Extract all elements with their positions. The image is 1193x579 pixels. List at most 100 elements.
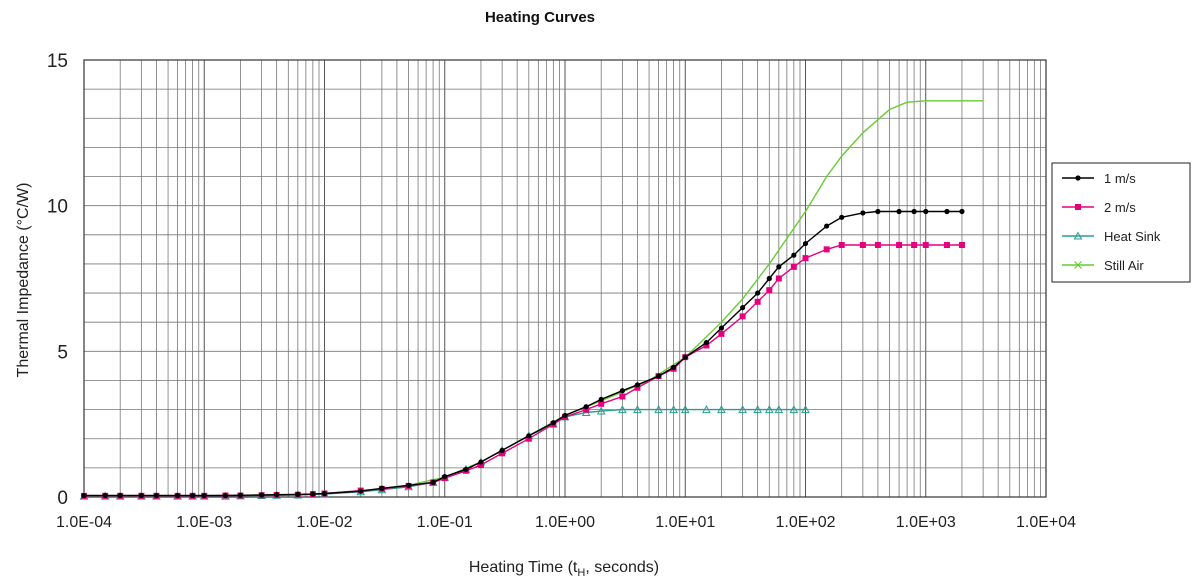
x-tick-label: 1.0E+00 (535, 514, 595, 531)
legend-item-heat-sink: Heat Sink (1062, 229, 1161, 244)
data-point (259, 492, 265, 498)
y-axis-label: Thermal Impedance (°C/W) (15, 183, 32, 378)
data-point (669, 405, 678, 414)
data-point (753, 405, 762, 414)
data-point (81, 492, 87, 499)
data-point (619, 393, 626, 400)
data-point (802, 240, 809, 247)
legend-label: 2 m/s (1104, 200, 1136, 215)
data-point (774, 405, 784, 414)
data-point (477, 461, 484, 468)
y-tick-label: 10 (47, 197, 68, 218)
x-axis-label: Heating Time (tH, seconds) (469, 559, 659, 579)
data-point (598, 400, 605, 407)
x-tick-label: 1.0E-02 (296, 514, 352, 531)
data-point (153, 492, 159, 499)
x-tick-label: 1.0E+02 (775, 514, 835, 531)
data-point (670, 364, 677, 370)
y-tick-label: 15 (47, 51, 68, 72)
data-point (874, 241, 881, 248)
data-point (634, 382, 640, 388)
data-point (911, 208, 917, 215)
data-point (596, 406, 606, 415)
data-point (583, 406, 590, 413)
data-point (430, 479, 436, 486)
data-point (776, 264, 782, 270)
data-point (839, 214, 845, 220)
data-point (717, 405, 726, 414)
x-axis-label-main: Heating Time (t (469, 559, 578, 576)
y-tick-label: 5 (57, 342, 68, 363)
legend-marker (1074, 261, 1082, 269)
data-point (618, 405, 627, 414)
data-point (654, 405, 663, 414)
legend-item-1-m-s: 1 m/s (1062, 171, 1136, 186)
data-point (823, 246, 830, 253)
data-point (944, 208, 950, 215)
data-point (875, 208, 881, 215)
data-point (896, 208, 902, 215)
data-point (310, 491, 316, 497)
data-point (718, 330, 725, 337)
legend: 1 m/s 2 m/s Heat Sink Still Air (1051, 162, 1191, 283)
data-point (526, 433, 532, 439)
data-point (102, 492, 108, 499)
data-point (923, 208, 929, 215)
data-point (405, 482, 412, 488)
x-tick-label: 1.0E+03 (896, 514, 956, 531)
data-point (634, 384, 641, 391)
x-axis-label-subscript: H (577, 567, 585, 579)
x-axis-ticks: 1.0E-04 1.0E-03 1.0E-02 1.0E-01 1.0E+00 1.0E+… (56, 514, 1076, 531)
data-point (791, 252, 797, 258)
x-tick-label: 1.0E-03 (176, 514, 232, 531)
x-tick-label: 1.0E+04 (1016, 514, 1076, 531)
data-point (740, 305, 746, 311)
data-point (859, 241, 866, 248)
data-point (655, 373, 662, 379)
data-point (789, 405, 799, 414)
data-point (499, 447, 505, 453)
data-point (598, 396, 604, 403)
legend-label: Still Air (1104, 258, 1144, 273)
series-1-m-s (81, 208, 965, 499)
data-point (499, 450, 506, 457)
data-point (959, 208, 965, 215)
data-point (525, 435, 532, 442)
data-point (718, 325, 725, 331)
legend-label: Heat Sink (1104, 229, 1161, 244)
data-point (201, 492, 207, 499)
data-point (775, 275, 782, 282)
y-tick-label: 0 (57, 488, 68, 509)
chart-title: Heating Curves (485, 9, 595, 26)
data-point (633, 405, 642, 414)
data-point (838, 241, 845, 248)
data-point (174, 492, 181, 499)
data-point (562, 412, 568, 419)
data-point (764, 405, 774, 414)
data-point (922, 241, 929, 248)
data-point (442, 474, 448, 480)
data-point (274, 492, 280, 498)
data-point (379, 485, 385, 491)
data-point (896, 241, 903, 248)
data-point (790, 263, 797, 270)
legend-item-2-m-s: 2 m/s (1062, 200, 1136, 215)
data-point (703, 342, 710, 349)
legend-marker (1075, 175, 1081, 181)
data-point (478, 459, 484, 465)
data-point (682, 354, 688, 360)
data-point (237, 492, 244, 498)
data-point (754, 298, 761, 305)
data-point (550, 420, 556, 426)
data-point (703, 339, 710, 346)
data-point (738, 405, 747, 414)
legend-marker (1073, 231, 1083, 240)
data-point (619, 388, 625, 394)
legend-label: 1 m/s (1104, 171, 1136, 186)
plot-area (83, 59, 1047, 498)
data-point (739, 313, 746, 320)
plot-frame (83, 59, 1047, 498)
x-tick-label: 1.0E+01 (655, 514, 715, 531)
data-point (911, 241, 918, 248)
